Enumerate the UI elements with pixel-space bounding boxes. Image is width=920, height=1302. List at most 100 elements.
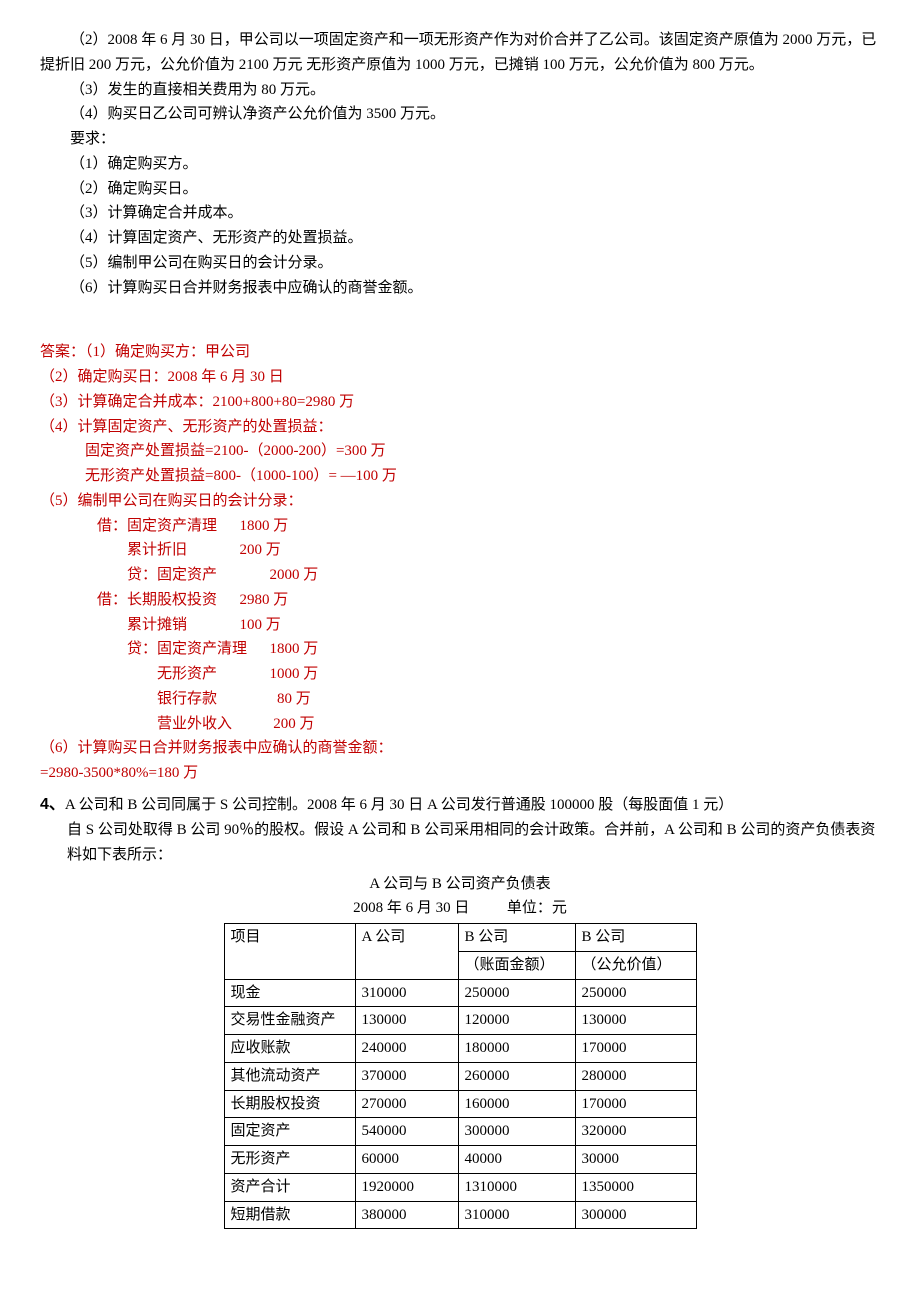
ans-6: （6）计算购买日合并财务报表中应确认的商誉金额： — [40, 736, 880, 761]
entry-account: 借：长期股权投资 — [40, 588, 240, 613]
requirements-label: 要求： — [40, 127, 880, 152]
th-company-b-book-2: （账面金额） — [458, 951, 575, 979]
entry-amount: 2000 万 — [270, 563, 345, 588]
ans-4: （4）计算固定资产、无形资产的处置损益： — [40, 415, 880, 440]
table-cell: 300000 — [458, 1118, 575, 1146]
journal-entry-row: 银行存款 80 万 — [40, 687, 880, 712]
table-cell: 130000 — [355, 1007, 458, 1035]
journal-entry-row: 营业外收入 200 万 — [40, 712, 880, 737]
th-company-a: A 公司 — [355, 924, 458, 980]
entry-amount: 1800 万 — [270, 637, 345, 662]
table-cell: 540000 — [355, 1118, 458, 1146]
table-cell: 280000 — [575, 1062, 696, 1090]
th-company-b-fair-1: B 公司 — [575, 924, 696, 952]
ans-2: （2）确定购买日：2008 年 6 月 30 日 — [40, 365, 880, 390]
table-cell: 1920000 — [355, 1173, 458, 1201]
table-cell: 270000 — [355, 1090, 458, 1118]
req-5: （5）编制甲公司在购买日的会计分录。 — [40, 251, 880, 276]
entry-account: 借：固定资产清理 — [40, 514, 240, 539]
entry-account: 无形资产 — [40, 662, 270, 687]
ans-4b: 无形资产处置损益=800-（1000-100）= —100 万 — [40, 464, 880, 489]
entry-amount: 200 万 — [270, 712, 345, 737]
table-cell: 应收账款 — [224, 1035, 355, 1063]
ans-6b: =2980-3500*80%=180 万 — [40, 761, 880, 786]
table-date: 2008 年 6 月 30 日 — [353, 900, 469, 916]
problem-p3: （3）发生的直接相关费用为 80 万元。 — [40, 78, 880, 103]
req-4: （4）计算固定资产、无形资产的处置损益。 — [40, 226, 880, 251]
entry-account: 营业外收入 — [40, 712, 270, 737]
entry-account: 累计摊销 — [40, 613, 240, 638]
q4-line1: A 公司和 B 公司同属于 S 公司控制。2008 年 6 月 30 日 A 公… — [65, 797, 733, 813]
table-cell: 其他流动资产 — [224, 1062, 355, 1090]
table-cell: 无形资产 — [224, 1146, 355, 1174]
table-unit: 单位：元 — [507, 900, 567, 916]
table-cell: 60000 — [355, 1146, 458, 1174]
table-cell: 160000 — [458, 1090, 575, 1118]
table-subtitle: 2008 年 6 月 30 日 单位：元 — [40, 896, 880, 921]
table-row: 资产合计192000013100001350000 — [224, 1173, 696, 1201]
q4-number: 4、 — [40, 796, 65, 813]
table-row: 固定资产540000300000320000 — [224, 1118, 696, 1146]
balance-sheet-table: 项目 A 公司 B 公司 B 公司 （账面金额） （公允价值） 现金310000… — [224, 923, 697, 1229]
problem-p2: （2）2008 年 6 月 30 日，甲公司以一项固定资产和一项无形资产作为对价… — [40, 28, 880, 78]
entry-account: 累计折旧 — [40, 538, 240, 563]
req-3: （3）计算确定合并成本。 — [40, 201, 880, 226]
req-2: （2）确定购买日。 — [40, 177, 880, 202]
table-cell: 380000 — [355, 1201, 458, 1229]
table-cell: 短期借款 — [224, 1201, 355, 1229]
table-header-row: 项目 A 公司 B 公司 B 公司 — [224, 924, 696, 952]
table-cell: 180000 — [458, 1035, 575, 1063]
entry-amount: 2980 万 — [240, 588, 315, 613]
table-cell: 260000 — [458, 1062, 575, 1090]
th-company-b-book-1: B 公司 — [458, 924, 575, 952]
table-cell: 370000 — [355, 1062, 458, 1090]
table-cell: 250000 — [458, 979, 575, 1007]
ans-4a: 固定资产处置损益=2100-（2000-200）=300 万 — [40, 439, 880, 464]
problem-section: （2）2008 年 6 月 30 日，甲公司以一项固定资产和一项无形资产作为对价… — [40, 28, 880, 300]
journal-entry-row: 贷：固定资产 2000 万 — [40, 563, 880, 588]
journal-entry-row: 借：长期股权投资 2980 万 — [40, 588, 880, 613]
table-row: 现金310000250000250000 — [224, 979, 696, 1007]
problem-p4: （4）购买日乙公司可辨认净资产公允价值为 3500 万元。 — [40, 102, 880, 127]
table-cell: 固定资产 — [224, 1118, 355, 1146]
journal-entry-row: 借：固定资产清理 1800 万 — [40, 514, 880, 539]
table-cell: 1310000 — [458, 1173, 575, 1201]
table-cell: 120000 — [458, 1007, 575, 1035]
table-cell: 170000 — [575, 1035, 696, 1063]
entry-account: 银行存款 — [40, 687, 270, 712]
table-row: 其他流动资产370000260000280000 — [224, 1062, 696, 1090]
table-row: 短期借款380000310000300000 — [224, 1201, 696, 1229]
entry-account: 贷：固定资产清理 — [40, 637, 270, 662]
table-cell: 交易性金融资产 — [224, 1007, 355, 1035]
journal-entry-row: 无形资产 1000 万 — [40, 662, 880, 687]
table-title: A 公司与 B 公司资产负债表 — [40, 872, 880, 897]
table-row: 应收账款240000180000170000 — [224, 1035, 696, 1063]
question-4: 4、A 公司和 B 公司同属于 S 公司控制。2008 年 6 月 30 日 A… — [40, 792, 880, 1230]
table-cell: 1350000 — [575, 1173, 696, 1201]
table-cell: 310000 — [355, 979, 458, 1007]
th-company-b-fair-2: （公允价值） — [575, 951, 696, 979]
table-row: 无形资产600004000030000 — [224, 1146, 696, 1174]
journal-entry-row: 累计折旧 200 万 — [40, 538, 880, 563]
table-cell: 170000 — [575, 1090, 696, 1118]
table-row: 长期股权投资270000160000170000 — [224, 1090, 696, 1118]
q4-first-line: 4、A 公司和 B 公司同属于 S 公司控制。2008 年 6 月 30 日 A… — [40, 792, 880, 818]
table-cell: 130000 — [575, 1007, 696, 1035]
table-cell: 长期股权投资 — [224, 1090, 355, 1118]
table-cell: 30000 — [575, 1146, 696, 1174]
req-1: （1）确定购买方。 — [40, 152, 880, 177]
table-cell: 现金 — [224, 979, 355, 1007]
table-cell: 40000 — [458, 1146, 575, 1174]
table-row: 交易性金融资产130000120000130000 — [224, 1007, 696, 1035]
table-cell: 资产合计 — [224, 1173, 355, 1201]
th-item: 项目 — [224, 924, 355, 980]
journal-entry-row: 贷：固定资产清理 1800 万 — [40, 637, 880, 662]
entry-amount: 200 万 — [240, 538, 315, 563]
table-cell: 240000 — [355, 1035, 458, 1063]
ans-5: （5）编制甲公司在购买日的会计分录： — [40, 489, 880, 514]
table-cell: 250000 — [575, 979, 696, 1007]
q4-line2: 自 S 公司处取得 B 公司 90％的股权。假设 A 公司和 B 公司采用相同的… — [67, 818, 880, 868]
answer-section: 答案：（1）确定购买方：甲公司 （2）确定购买日：2008 年 6 月 30 日… — [40, 340, 880, 786]
req-6: （6）计算购买日合并财务报表中应确认的商誉金额。 — [40, 276, 880, 301]
entry-amount: 80 万 — [270, 687, 345, 712]
